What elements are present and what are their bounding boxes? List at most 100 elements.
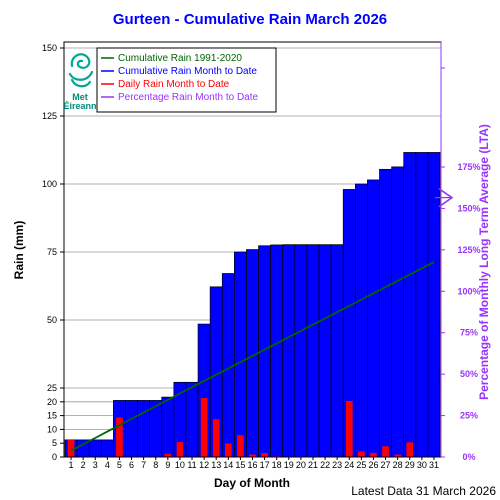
logo-text-eireann: Éireann [63,101,96,111]
x-tick-label: 23 [332,460,342,470]
x-tick-label: 21 [308,460,318,470]
x-tick-label: 1 [69,460,74,470]
cumulative-bar [234,251,247,458]
y-tick-label: 5 [52,438,57,448]
daily-bar [394,454,401,457]
cumulative-bar [367,179,380,458]
cumulative-bars [64,152,441,458]
percentage-marker [435,187,454,208]
lta-line-group [70,261,435,452]
x-tick-label: 15 [235,460,245,470]
y-tick-label: 50 [47,315,57,325]
daily-bar [382,446,389,457]
chart-title: Gurteen - Cumulative Rain March 2026 [113,11,387,28]
daily-bar [249,454,256,457]
x-axis-label: Day of Month [214,476,290,490]
x-tick-label: 27 [381,460,391,470]
daily-bar [406,442,414,457]
x-tick-label: 19 [284,460,294,470]
x-tick-label: 29 [405,460,415,470]
legend-label: Cumulative Rain Month to Date [118,66,257,77]
daily-bar [176,442,184,457]
cumulative-bar [415,152,429,458]
cumulative-bar [391,166,405,458]
x-tick-label: 7 [141,460,146,470]
daily-bar [237,435,244,457]
x-tick-label: 28 [393,460,403,470]
x-tick-label: 17 [260,460,270,470]
cumulative-bar [379,168,392,458]
legend-label: Percentage Rain Month to Date [118,92,259,103]
y2-tick-label: 100% [457,286,480,296]
x-tick-label: 31 [429,460,439,470]
y-tick-label: 100 [42,179,57,189]
cumulative-bar [318,244,332,458]
daily-bar [370,452,377,457]
lta-line [70,261,435,452]
x-tick-label: 22 [320,460,330,470]
legend-box [96,47,277,113]
x-tick-label: 2 [81,460,86,470]
y-tick-label: 20 [47,397,57,407]
y-tick-label: 15 [47,411,57,421]
x-tick-label: 5 [117,460,122,470]
cumulative-bar [294,244,308,458]
daily-bar [67,439,75,457]
cumulative-bar [354,183,368,458]
cumulative-bar [161,396,175,458]
y2-tick-label: 150% [457,203,480,213]
y2-tick-label: 75% [460,328,478,338]
cumulative-bar [100,439,114,458]
x-tick-label: 8 [153,460,158,470]
legend-items: Cumulative Rain 1991-2020 Cumulative Rain… [101,53,259,103]
x-tick-label: 30 [417,460,427,470]
cumulative-bar [403,152,417,458]
x-tick-label: 24 [344,460,354,470]
cumulative-bar [282,244,296,458]
daily-bar [212,419,220,457]
legend-label: Daily Rain Month to Date [118,79,230,90]
y2-tick-label: 0% [462,452,475,462]
daily-bars [67,397,414,457]
y2-axis-ticks: 0% 25% 50% 75% 100% 125% 150% 175% [441,67,481,462]
y-tick-label: 25 [47,383,57,393]
x-tick-label: 9 [165,460,170,470]
x-tick-label: 10 [175,460,185,470]
logo-swirl-icon [68,53,94,88]
y2-tick-label: 125% [457,245,480,255]
y-axis-ticks: 0 5 10 15 20 25 50 75 100 125 150 [42,43,64,462]
y-tick-label: 125 [42,111,57,121]
x-tick-label: 11 [187,460,196,470]
cumulative-bar [330,244,344,458]
y-tick-label: 10 [47,424,57,434]
x-tick-label: 6 [129,460,134,470]
daily-bar [358,451,365,457]
daily-bar [261,453,268,457]
x-tick-label: 4 [105,460,110,470]
cumulative-bar [270,244,284,458]
footer-text: Latest Data 31 March 2026 [351,484,496,498]
y-axis-label: Rain (mm) [12,221,26,280]
legend-label: Cumulative Rain 1991-2020 [118,53,242,64]
met-eireann-logo: Met Éireann [63,53,97,111]
cumulative-bar [185,381,199,458]
x-tick-label: 18 [272,460,282,470]
logo-text-met: Met [72,92,88,102]
y2-axis-label: Percentage of Monthly Long Term Average … [477,124,491,400]
daily-bar [345,400,353,457]
y-tick-label: 75 [47,247,57,257]
y2-tick-label: 175% [457,162,480,172]
cumulative-bar [306,244,320,458]
cumulative-bar [125,400,138,458]
cumulative-bar [88,439,102,458]
y-tick-label: 150 [42,43,57,53]
y-tick-label: 0 [52,452,57,462]
y2-tick-label: 50% [460,369,478,379]
daily-bar [200,397,208,457]
y2-tick-label: 25% [460,411,478,421]
legend: Cumulative Rain 1991-2020 Cumulative Rain… [96,47,277,113]
x-tick-label: 12 [199,460,209,470]
x-tick-label: 25 [356,460,366,470]
x-axis-ticks: 1 2 3 4 5 6 7 8 9 10 11 12 13 14 15 16 17 18 19 20 21 22 23 24 2… [69,457,439,470]
